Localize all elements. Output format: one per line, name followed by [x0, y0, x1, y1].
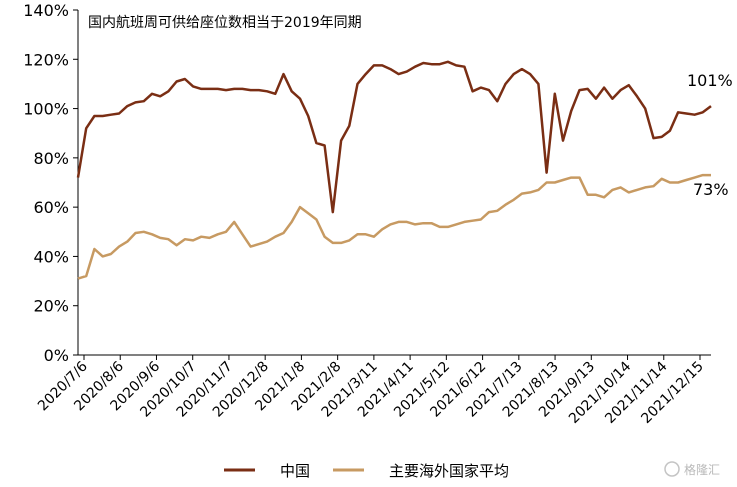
- axes: [77, 10, 711, 356]
- legend-label-2: 主要海外国家平均: [389, 462, 509, 480]
- series-line-1: [76, 60, 712, 214]
- y-tick-label: 100%: [23, 100, 69, 119]
- y-tick-label: 40%: [33, 247, 69, 266]
- end-labels: 101% 73%: [687, 71, 733, 199]
- watermark-text: 格隆汇: [684, 462, 720, 477]
- x-axis-ticks: 2020/7/62020/8/62020/9/62020/10/72020/11…: [35, 355, 707, 427]
- legend-label-1: 中国: [280, 462, 310, 480]
- series-lines: [76, 60, 712, 280]
- watermark: 格隆汇: [664, 461, 720, 477]
- y-tick-label: 80%: [33, 149, 69, 168]
- y-tick-label: 140%: [23, 1, 69, 20]
- y-tick-label: 60%: [33, 198, 69, 217]
- y-tick-label: 0%: [44, 346, 69, 365]
- y-tick-label: 20%: [33, 297, 69, 316]
- series-line-2: [77, 173, 711, 280]
- end-label-1: 101%: [687, 71, 733, 90]
- legend: 中国 主要海外国家平均: [224, 462, 509, 480]
- watermark-logo-icon: [664, 461, 680, 477]
- y-axis-ticks: 0% 20% 40% 60% 80% 100% 120% 140%: [23, 1, 78, 365]
- chart-title: 国内航班周可供给座位数相当于2019年同期: [88, 15, 362, 31]
- y-tick-label: 120%: [23, 50, 69, 69]
- end-label-2: 73%: [693, 180, 729, 199]
